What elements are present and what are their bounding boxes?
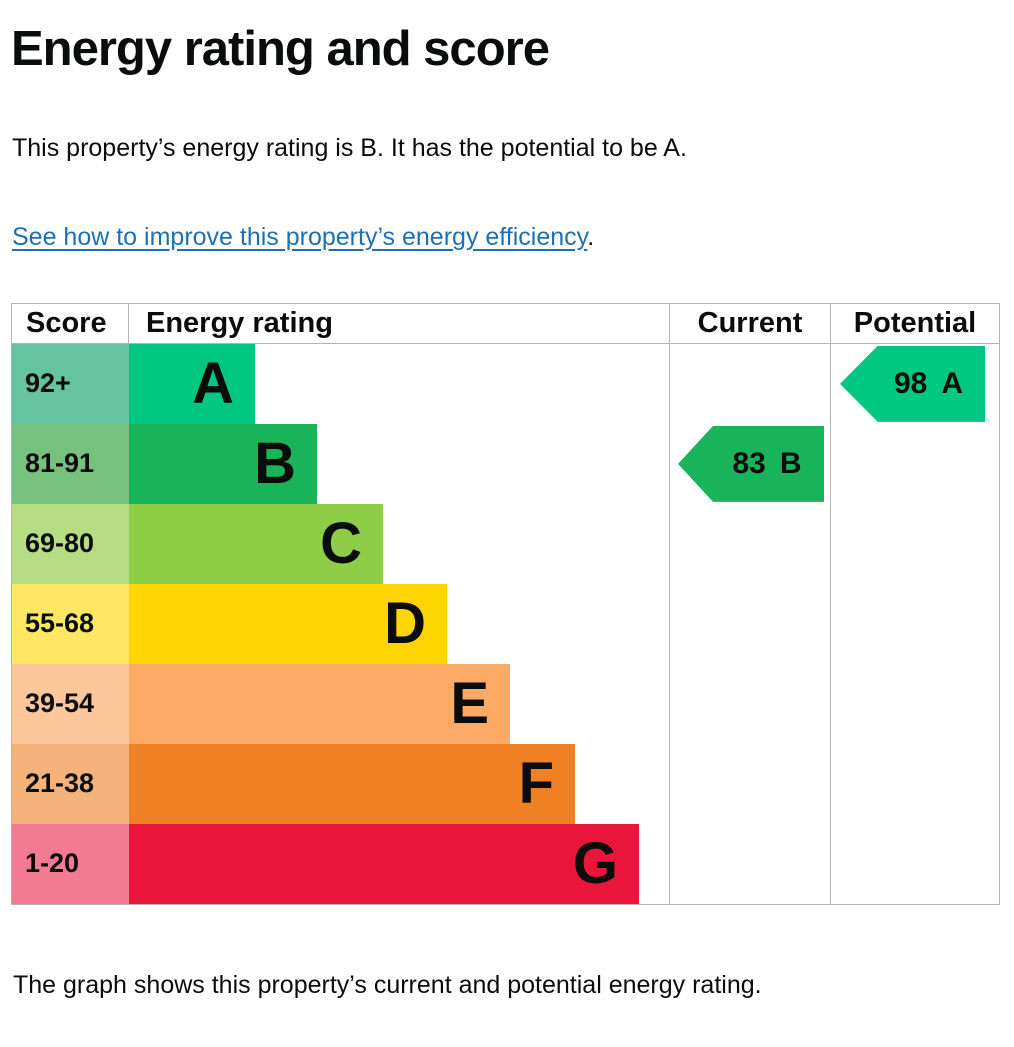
score-range-d: 55-68 — [12, 583, 129, 664]
band-letter-c: C — [320, 510, 362, 576]
epc-row-g: 1-20 G — [12, 823, 999, 904]
current-cell-g — [669, 823, 830, 904]
band-letter-g: G — [572, 830, 618, 896]
current-cell-a — [669, 343, 830, 424]
current-cell-f — [669, 743, 830, 824]
rating-area-b: B — [129, 423, 669, 504]
band-letter-b: B — [254, 430, 296, 496]
band-letter-d: D — [384, 590, 426, 656]
graph-body: 92+ A 98 A 81-91 B 83 B 69-80 C 55-68 D 39-54 E 21-38 F… — [12, 343, 999, 904]
current-cell-b: 83 B — [669, 423, 830, 504]
score-range-b: 81-91 — [12, 423, 129, 504]
current-cell-d — [669, 583, 830, 664]
link-period: . — [587, 222, 595, 251]
rating-area-f: F — [129, 743, 669, 824]
improve-paragraph: See how to improve this property’s energ… — [12, 223, 1014, 252]
potential-cell-b — [830, 423, 999, 504]
epc-row-a: 92+ A 98 A — [12, 343, 999, 424]
potential-cell-a: 98 A — [830, 343, 999, 424]
band-g: G — [129, 823, 639, 904]
col-header-current: Current — [669, 303, 830, 343]
score-range-f: 21-38 — [12, 743, 129, 824]
rating-area-d: D — [129, 583, 669, 664]
rating-area-c: C — [129, 503, 669, 584]
current-rating-letter: B — [779, 446, 802, 480]
current-cell-c — [669, 503, 830, 584]
score-range-g: 1-20 — [12, 823, 129, 904]
current-rating-arrow: 83 B — [678, 425, 824, 502]
epc-row-d: 55-68 D — [12, 583, 999, 664]
rating-area-a: A — [129, 343, 669, 424]
current-score-value: 83 — [732, 446, 766, 480]
potential-rating-arrow: 98 A — [840, 345, 985, 422]
band-b: B — [129, 423, 317, 504]
band-d: D — [129, 583, 447, 664]
epc-row-f: 21-38 F — [12, 743, 999, 824]
col-header-score: Score — [12, 303, 129, 343]
epc-row-e: 39-54 E — [12, 663, 999, 744]
band-f: F — [129, 743, 575, 824]
intro-text: This property’s energy rating is B. It h… — [12, 133, 687, 162]
potential-cell-g — [830, 823, 999, 904]
energy-rating-graph: Score Energy rating Current Potential 92… — [11, 302, 1000, 905]
improve-efficiency-link[interactable]: See how to improve this property’s energ… — [12, 222, 588, 251]
epc-page: Energy rating and score This property’s … — [0, 22, 1014, 1000]
epc-row-b: 81-91 B 83 B — [12, 423, 999, 504]
potential-score-value: 98 — [893, 366, 928, 400]
current-cell-e — [669, 663, 830, 744]
band-e: E — [129, 663, 510, 744]
rating-area-e: E — [129, 663, 669, 744]
rating-area-g: G — [129, 823, 669, 904]
potential-cell-e — [830, 663, 999, 744]
col-header-energy-rating: Energy rating — [146, 306, 333, 339]
score-range-e: 39-54 — [12, 663, 129, 744]
potential-cell-d — [830, 583, 999, 664]
potential-cell-c — [830, 503, 999, 584]
potential-cell-f — [830, 743, 999, 824]
band-letter-e: E — [450, 670, 489, 736]
col-header-potential: Potential — [830, 303, 999, 343]
band-c: C — [129, 503, 383, 584]
score-range-c: 69-80 — [12, 503, 129, 584]
score-range-a: 92+ — [12, 343, 129, 424]
potential-rating-letter: A — [941, 366, 964, 400]
band-letter-a: A — [192, 350, 234, 416]
epc-row-c: 69-80 C — [12, 503, 999, 584]
graph-header-row: Score Energy rating Current Potential — [12, 303, 999, 344]
graph-caption: The graph shows this property’s current … — [13, 970, 762, 999]
band-letter-f: F — [518, 750, 554, 816]
band-a: A — [129, 343, 255, 424]
page-title: Energy rating and score — [11, 22, 550, 76]
